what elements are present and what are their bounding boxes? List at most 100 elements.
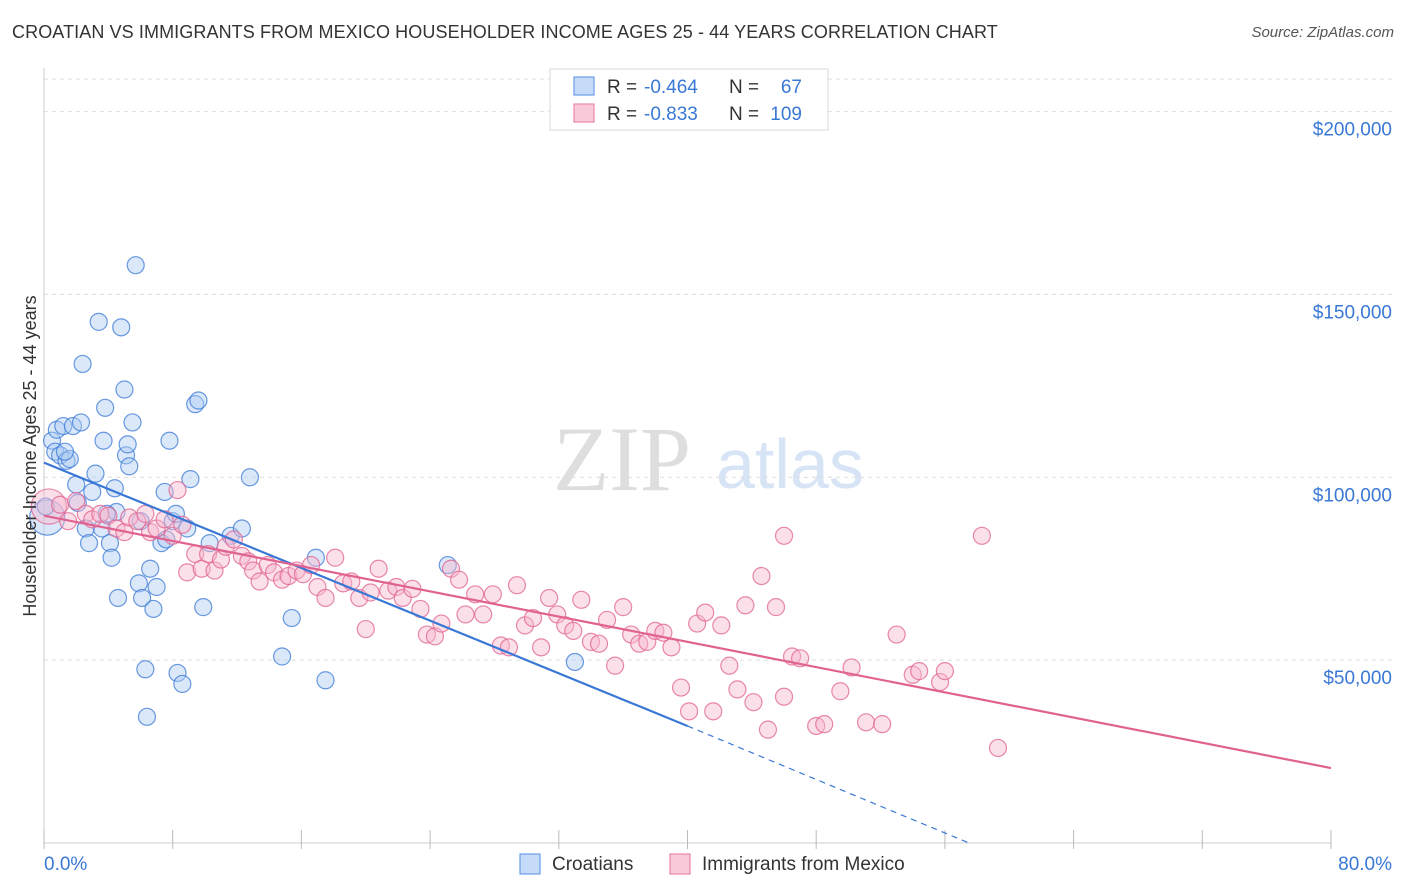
legend-swatch <box>573 76 595 96</box>
point-croatians <box>189 391 208 410</box>
point-croatians <box>108 588 128 608</box>
series-legend: Croatians Immigrants from Mexico <box>519 853 905 875</box>
point-croatians <box>194 598 213 617</box>
legend-r-value: -0.464 <box>644 77 698 98</box>
point-immigrants-mexico <box>831 682 850 701</box>
point-croatians <box>112 318 131 337</box>
series-legend-label: Croatians <box>552 854 633 875</box>
chart-title: CROATIAN VS IMMIGRANTS FROM MEXICO HOUSE… <box>12 22 998 42</box>
point-croatians <box>57 451 76 470</box>
legend-n-label: N = <box>729 77 759 98</box>
point-immigrants-mexico <box>136 504 155 523</box>
y-tick-label: $150,000 <box>1313 302 1392 323</box>
point-immigrants-mexico <box>680 702 699 721</box>
point-immigrants-mexico <box>168 480 187 500</box>
point-croatians <box>73 354 92 374</box>
legend-n-label: N = <box>729 104 759 125</box>
point-croatians <box>565 652 584 672</box>
point-immigrants-mexico <box>449 570 469 589</box>
point-immigrants-mexico <box>483 585 502 604</box>
source-label: Source: ZipAtlas.com <box>1251 24 1394 41</box>
point-immigrants-mexico <box>988 738 1008 758</box>
point-croatians <box>126 256 145 275</box>
point-croatians <box>102 548 121 567</box>
point-immigrants-mexico <box>564 621 583 640</box>
point-immigrants-mexico <box>316 588 335 608</box>
point-croatians <box>115 380 134 399</box>
point-croatians <box>89 312 108 331</box>
point-croatians <box>144 599 163 619</box>
point-croatians <box>29 499 66 536</box>
point-immigrants-mexico <box>589 634 609 653</box>
series-legend-swatch <box>519 853 541 875</box>
point-immigrants-mexico <box>728 680 747 699</box>
point-immigrants-mexico <box>704 702 723 721</box>
point-immigrants-mexico <box>572 590 591 609</box>
point-croatians <box>316 671 335 690</box>
point-immigrants-mexico <box>712 616 731 635</box>
point-immigrants-mexico <box>736 596 755 615</box>
point-immigrants-mexico <box>507 576 527 595</box>
point-immigrants-mexico <box>910 662 929 681</box>
point-immigrants-mexico <box>205 561 224 580</box>
point-immigrants-mexico <box>671 678 691 697</box>
legend-r-label: R = <box>607 77 637 98</box>
x-tick-label-min: 0.0% <box>44 854 87 875</box>
point-croatians <box>272 647 292 666</box>
point-croatians <box>118 435 137 454</box>
point-immigrants-mexico <box>250 572 269 591</box>
point-croatians <box>168 663 187 683</box>
point-immigrants-mexico <box>696 603 715 622</box>
point-immigrants-mexico <box>50 495 70 514</box>
trend-lines <box>43 461 1332 844</box>
point-immigrants-mexico <box>972 526 992 545</box>
point-croatians <box>79 534 99 553</box>
point-croatians <box>141 559 160 578</box>
point-immigrants-mexico <box>856 713 876 732</box>
point-immigrants-mexico <box>456 605 475 624</box>
series-legend-label: Immigrants from Mexico <box>702 854 905 875</box>
series-legend-swatch <box>669 853 691 875</box>
legend-r-value: -0.833 <box>644 104 698 125</box>
point-croatians <box>181 470 200 489</box>
point-croatians <box>160 431 179 450</box>
axis-labels: $50,000 $100,000 $150,000 $200,000 0.0% 80.0%… <box>20 120 1392 875</box>
point-immigrants-mexico <box>369 559 388 578</box>
point-immigrants-mexico <box>842 658 861 677</box>
legend-r-label: R = <box>607 104 637 125</box>
point-immigrants-mexico <box>758 720 778 739</box>
point-croatians <box>147 577 166 597</box>
point-croatians <box>55 442 75 461</box>
point-croatians <box>129 574 149 593</box>
point-immigrants-mexico <box>766 598 786 617</box>
trend-line-croatians <box>43 461 688 727</box>
point-immigrants-mexico <box>540 588 559 608</box>
legend-swatch <box>573 103 595 123</box>
point-immigrants-mexico <box>614 598 633 617</box>
point-immigrants-mexico <box>326 548 345 567</box>
trend-line-croatians-extrapolated <box>687 725 970 844</box>
point-croatians <box>240 468 260 487</box>
point-immigrants-mexico <box>887 625 906 644</box>
point-immigrants-mexico <box>774 687 794 706</box>
point-croatians <box>123 413 142 432</box>
data-points <box>29 256 1008 758</box>
legend-box-frame <box>549 68 829 131</box>
point-immigrants-mexico <box>532 638 551 657</box>
correlation-legend: R = -0.464 N = 67 R = -0.833 N = 109 <box>549 68 829 131</box>
point-immigrants-mexico <box>935 662 955 681</box>
point-immigrants-mexico <box>99 506 118 525</box>
point-immigrants-mexico <box>815 715 834 734</box>
point-croatians <box>94 431 113 450</box>
point-croatians <box>54 416 73 436</box>
point-immigrants-mexico <box>873 715 892 734</box>
point-croatians <box>71 413 91 432</box>
point-croatians <box>42 431 62 450</box>
point-croatians <box>282 608 301 628</box>
point-immigrants-mexico <box>752 566 771 586</box>
point-immigrants-mexico <box>474 605 493 624</box>
y-tick-label: $100,000 <box>1313 485 1392 506</box>
point-immigrants-mexico <box>178 563 197 582</box>
trend-line-immigrants-mexico <box>43 514 1332 770</box>
axes <box>43 68 1332 849</box>
